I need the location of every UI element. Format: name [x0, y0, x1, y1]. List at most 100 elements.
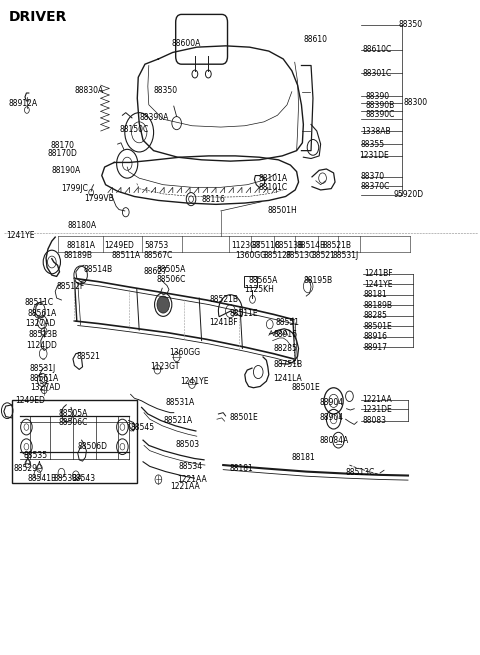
- Text: 88350: 88350: [154, 86, 178, 95]
- Text: 88503: 88503: [175, 440, 199, 449]
- Text: 88511C: 88511C: [252, 241, 281, 250]
- Text: 88501H: 88501H: [268, 206, 298, 215]
- Text: 88514B: 88514B: [84, 265, 113, 274]
- Text: 88189B: 88189B: [364, 301, 393, 310]
- Text: 1327AD: 1327AD: [30, 383, 60, 392]
- Text: 58753: 58753: [144, 241, 168, 250]
- Text: 88513C: 88513C: [346, 468, 375, 477]
- Text: 88610: 88610: [303, 35, 327, 44]
- Text: 1241BF: 1241BF: [209, 318, 238, 327]
- Text: 88355: 88355: [361, 140, 385, 149]
- Text: 88506C: 88506C: [156, 274, 186, 284]
- Text: 88370C: 88370C: [361, 181, 390, 191]
- Text: DRIVER: DRIVER: [9, 10, 67, 24]
- Text: 88189B: 88189B: [63, 251, 92, 260]
- Text: 1360GG: 1360GG: [169, 348, 200, 357]
- Text: 1241BF: 1241BF: [364, 269, 393, 278]
- Text: 88501E: 88501E: [364, 322, 393, 331]
- Text: 88535: 88535: [23, 451, 47, 460]
- Text: 88534: 88534: [179, 462, 203, 471]
- Text: 1241YE: 1241YE: [6, 231, 34, 240]
- Text: 88101A: 88101A: [258, 174, 288, 183]
- Text: 88505A: 88505A: [59, 409, 88, 419]
- Text: 88561A: 88561A: [28, 309, 57, 318]
- Text: 88610C: 88610C: [362, 45, 392, 54]
- Circle shape: [157, 296, 169, 313]
- Text: 1360GG: 1360GG: [235, 251, 266, 260]
- Text: 88904: 88904: [319, 413, 343, 422]
- Text: 88916: 88916: [364, 332, 388, 341]
- Text: 88916: 88916: [274, 329, 298, 339]
- Text: 88521B: 88521B: [323, 241, 351, 250]
- Text: 88180A: 88180A: [67, 221, 96, 231]
- Text: 88390: 88390: [366, 92, 390, 101]
- Text: 88545: 88545: [131, 422, 155, 432]
- Text: 88084A: 88084A: [319, 436, 348, 445]
- Text: 88506C: 88506C: [59, 418, 88, 427]
- Text: 1241LA: 1241LA: [274, 374, 302, 383]
- Text: 88390A: 88390A: [139, 113, 168, 122]
- Text: 88904: 88904: [319, 398, 343, 407]
- Text: 88521B: 88521B: [209, 295, 238, 305]
- Text: 1249ED: 1249ED: [105, 241, 134, 250]
- Text: 1241YE: 1241YE: [180, 377, 208, 386]
- Text: 1124DD: 1124DD: [26, 341, 57, 350]
- Text: 88917: 88917: [364, 343, 388, 352]
- Text: 88501E: 88501E: [292, 383, 321, 392]
- Bar: [244, 276, 257, 287]
- Text: 88501E: 88501E: [229, 413, 258, 422]
- Text: 88512F: 88512F: [57, 282, 85, 291]
- Text: 88390B: 88390B: [366, 101, 395, 110]
- Text: 88511E: 88511E: [229, 309, 258, 318]
- Text: 88513B: 88513B: [275, 241, 304, 250]
- Text: 1338AB: 1338AB: [361, 126, 391, 136]
- Text: 88101C: 88101C: [258, 183, 288, 192]
- Text: 88521: 88521: [77, 352, 101, 362]
- Text: 1221AA: 1221AA: [362, 395, 392, 404]
- Text: 88181: 88181: [364, 290, 387, 299]
- Text: 88543: 88543: [71, 474, 95, 483]
- Text: 88531A: 88531A: [166, 398, 195, 407]
- Text: 88513B: 88513B: [29, 329, 58, 339]
- Text: 88170: 88170: [50, 141, 74, 150]
- Text: 88390C: 88390C: [366, 110, 395, 119]
- Text: 88529: 88529: [13, 464, 37, 473]
- Text: 1241YE: 1241YE: [364, 280, 392, 289]
- Text: 1123GT: 1123GT: [231, 241, 261, 250]
- Text: 1799JC: 1799JC: [61, 184, 88, 193]
- Text: 1231DE: 1231DE: [362, 405, 392, 414]
- Text: 88116: 88116: [202, 195, 226, 204]
- Text: 1125KH: 1125KH: [244, 285, 274, 294]
- Text: 88600A: 88600A: [172, 39, 201, 48]
- Text: 88181: 88181: [229, 464, 253, 473]
- Text: 88511A: 88511A: [111, 251, 141, 260]
- Text: 1221AA: 1221AA: [170, 481, 200, 491]
- Text: 88300: 88300: [403, 98, 427, 107]
- Text: 1231DE: 1231DE: [359, 151, 389, 160]
- Text: 88533A: 88533A: [54, 474, 83, 483]
- Text: 88170D: 88170D: [47, 149, 77, 159]
- Bar: [12, 400, 137, 483]
- Text: 1221AA: 1221AA: [178, 475, 207, 484]
- Text: 88190A: 88190A: [52, 166, 81, 175]
- Text: 88181A: 88181A: [66, 241, 95, 250]
- Text: 88751B: 88751B: [274, 360, 303, 369]
- Text: 88565A: 88565A: [249, 276, 278, 285]
- Text: 88567C: 88567C: [143, 251, 172, 260]
- Text: 88370: 88370: [361, 172, 385, 181]
- Text: 88521: 88521: [311, 251, 335, 260]
- Text: 1799VB: 1799VB: [84, 194, 114, 203]
- Text: 88912A: 88912A: [9, 99, 38, 108]
- Text: 88512F: 88512F: [263, 251, 291, 260]
- Text: 1123GT: 1123GT: [150, 362, 179, 371]
- Text: 88513C: 88513C: [286, 251, 315, 260]
- Text: 88531J: 88531J: [30, 364, 56, 373]
- Text: 88150C: 88150C: [120, 124, 149, 134]
- Text: 88083: 88083: [362, 416, 386, 425]
- Text: 95920D: 95920D: [394, 190, 424, 199]
- Text: 88285: 88285: [364, 311, 388, 320]
- Text: 88506D: 88506D: [78, 442, 108, 451]
- Text: 88531J: 88531J: [332, 251, 359, 260]
- Text: 88541B: 88541B: [28, 474, 57, 483]
- Text: 1249ED: 1249ED: [15, 396, 45, 405]
